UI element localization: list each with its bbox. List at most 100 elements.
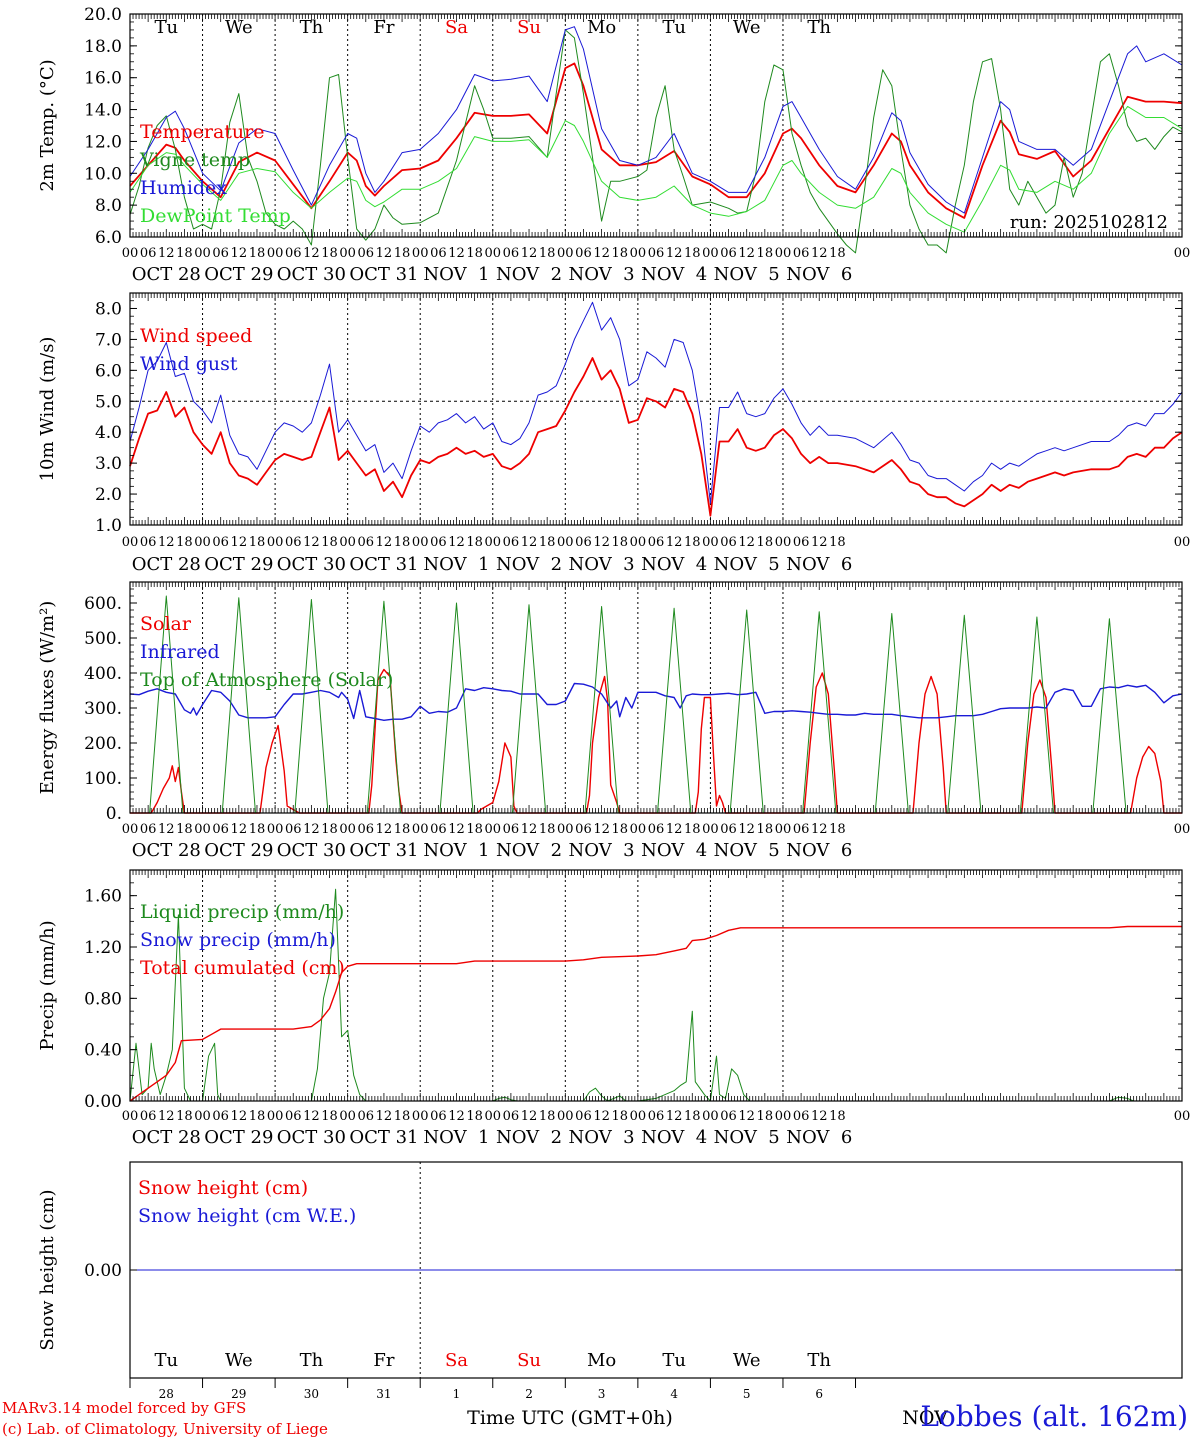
credit-line-1: MARv3.14 model forced by GFS	[2, 1399, 246, 1417]
hour-label: 00	[122, 246, 139, 261]
hour-label: 00	[702, 822, 719, 837]
day-name: Fr	[373, 1350, 394, 1371]
y-tick-label: 600.	[84, 594, 122, 614]
y-tick-label: 10.0	[84, 164, 122, 184]
hour-label: 06	[358, 535, 375, 550]
day-name: Mo	[587, 17, 616, 38]
series-wind-gust	[129, 301, 1183, 504]
hour-label: 06	[212, 1109, 229, 1124]
day-name: Tu	[662, 1350, 686, 1371]
date-label: NOV 2	[496, 840, 562, 861]
date-label: NOV 6	[786, 1127, 852, 1148]
date-label: NOV 3	[569, 1127, 635, 1148]
y-tick-label: 4.0	[95, 423, 122, 443]
hour-label: 06	[575, 246, 592, 261]
hour-label: 12	[666, 822, 683, 837]
y-tick-label: 0.40	[84, 1041, 122, 1061]
hour-label: 18	[394, 246, 411, 261]
hour-label: 00	[412, 822, 429, 837]
hour-label: 18	[829, 1109, 846, 1124]
hour-label: 00	[484, 822, 501, 837]
hour-label: 18	[684, 822, 701, 837]
hour-label: 12	[231, 822, 248, 837]
legend-snow-precip-mm-h-: Snow precip (mm/h)	[140, 929, 336, 951]
y-tick-label: 200.	[84, 734, 122, 754]
hour-label: 18	[539, 246, 556, 261]
date-label: NOV 5	[714, 1127, 780, 1148]
hour-label: 12	[521, 1109, 538, 1124]
hour-label: 12	[376, 1109, 393, 1124]
hour-label: 06	[430, 246, 447, 261]
hour-label: 06	[285, 246, 302, 261]
legend-top-of-atmosphere-solar-: Top of Atmosphere (Solar)	[140, 669, 393, 691]
date-label: OCT 28	[132, 554, 201, 575]
y-axis-label: 10m Wind (m/s)	[37, 337, 58, 482]
date-label: OCT 29	[204, 264, 273, 285]
hour-label: 06	[503, 246, 520, 261]
date-label: NOV 5	[714, 554, 780, 575]
day-name: Th	[807, 1350, 831, 1371]
date-label: NOV 5	[714, 264, 780, 285]
hour-label: 06	[358, 822, 375, 837]
station-label: Lobbes (alt. 162m)	[920, 1400, 1188, 1433]
hour-label: 00	[702, 1109, 719, 1124]
hour-label: 06	[212, 822, 229, 837]
hour-label: 12	[448, 535, 465, 550]
hour-label: 00	[775, 246, 792, 261]
hour-label: 00	[267, 246, 284, 261]
date-label: OCT 29	[204, 554, 273, 575]
date-label: NOV 2	[496, 1127, 562, 1148]
month-label: NOV	[902, 1407, 948, 1429]
day-number: 3	[598, 1387, 606, 1401]
hour-label: 18	[321, 1109, 338, 1124]
legend-wind-gust: Wind gust	[140, 353, 238, 375]
hour-label: 00	[630, 1109, 647, 1124]
series-humidex	[129, 26, 1183, 214]
series-infrared	[129, 682, 1183, 721]
day-number: 29	[231, 1387, 246, 1401]
hour-label: 12	[738, 535, 755, 550]
y-tick-label: 20.0	[84, 5, 122, 25]
legend-snow-height-cm-: Snow height (cm)	[138, 1177, 308, 1199]
date-label: OCT 31	[349, 264, 418, 285]
hour-label: 00	[557, 1109, 574, 1124]
hour-label: 12	[303, 822, 320, 837]
y-tick-label: 0.00	[84, 1261, 122, 1281]
day-name: We	[225, 1350, 253, 1371]
hour-label: 12	[521, 822, 538, 837]
date-label: OCT 28	[132, 1127, 201, 1148]
hour-label: 12	[303, 535, 320, 550]
day-name: We	[733, 1350, 761, 1371]
y-tick-label: 0.80	[84, 989, 122, 1009]
date-label: NOV 3	[569, 554, 635, 575]
hour-label: 12	[158, 822, 175, 837]
hour-label: 12	[376, 535, 393, 550]
time-axis-label: Time UTC (GMT+0h)	[467, 1407, 673, 1429]
hour-label: 00	[339, 822, 356, 837]
legend-temperature: Temperature	[140, 121, 264, 143]
y-tick-label: 5.0	[95, 392, 122, 412]
hour-label: 00	[194, 535, 211, 550]
hour-label: 18	[539, 822, 556, 837]
date-label: OCT 30	[277, 554, 346, 575]
hour-label: 00	[557, 535, 574, 550]
frames-layer	[129, 13, 1183, 1388]
hour-label: 12	[738, 1109, 755, 1124]
hour-label: 12	[811, 822, 828, 837]
hour-label: 00	[339, 535, 356, 550]
hour-label: 00	[1174, 246, 1191, 261]
hour-label: 12	[811, 535, 828, 550]
hour-label: 00	[1174, 535, 1191, 550]
hour-label: 12	[666, 535, 683, 550]
hour-label: 18	[176, 1109, 193, 1124]
hour-label: 18	[684, 246, 701, 261]
hour-label: 00	[412, 535, 429, 550]
date-label: OCT 30	[277, 264, 346, 285]
day-name: We	[225, 17, 253, 38]
date-label: OCT 30	[277, 1127, 346, 1148]
hour-label: 06	[720, 246, 737, 261]
hour-label: 00	[122, 1109, 139, 1124]
hour-label: 00	[122, 822, 139, 837]
hour-label: 18	[684, 1109, 701, 1124]
hour-label: 18	[829, 246, 846, 261]
